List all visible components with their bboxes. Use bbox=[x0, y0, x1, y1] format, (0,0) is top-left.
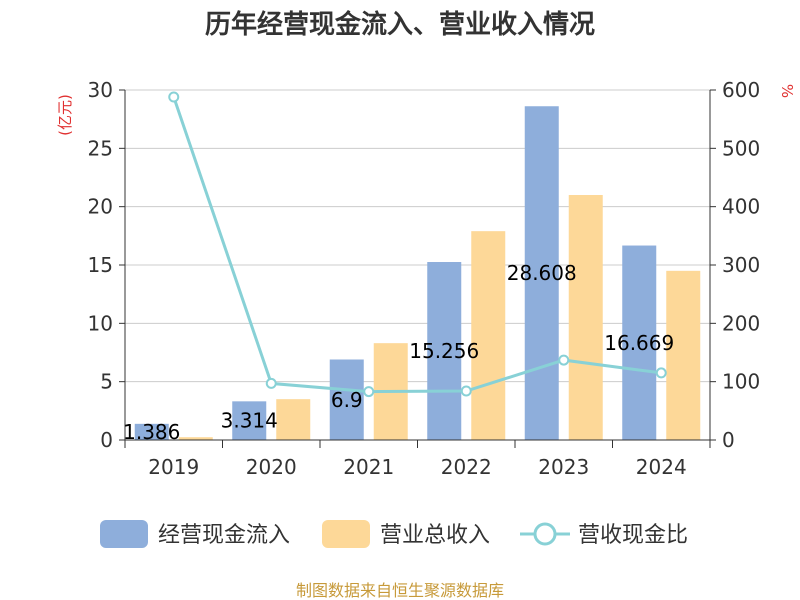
y-left-tick-label: 25 bbox=[88, 136, 113, 160]
y-left-tick-label: 15 bbox=[88, 253, 113, 277]
source-note: 制图数据来自恒生聚源数据库 bbox=[296, 581, 504, 600]
ratio-point bbox=[558, 354, 570, 366]
bar-revenue bbox=[471, 231, 506, 440]
bar-data-label: 6.9 bbox=[331, 388, 363, 412]
data-labels: 1.386 3.314 6.9 15.256 28.608 16.669 bbox=[123, 261, 674, 444]
bar-revenue bbox=[568, 195, 603, 440]
bar-cash-inflow bbox=[622, 245, 657, 440]
y-right-tick-label: 500 bbox=[722, 136, 760, 160]
bar-data-label: 1.386 bbox=[123, 420, 180, 444]
bar-cash-inflow bbox=[524, 106, 559, 441]
y-right-tick-label: 300 bbox=[722, 253, 760, 277]
ratio-point bbox=[363, 386, 375, 398]
bar-data-label: 3.314 bbox=[221, 409, 278, 433]
ratio-point bbox=[168, 91, 180, 103]
x-tick-label: 2024 bbox=[636, 455, 687, 479]
y-left-tick-label: 5 bbox=[100, 370, 113, 394]
y-right-tick-label: 200 bbox=[722, 311, 760, 335]
y-right-tick-label: 100 bbox=[722, 370, 760, 394]
ratio-point bbox=[655, 367, 667, 379]
y-left-tick-label: 10 bbox=[88, 311, 113, 335]
bar-cash-inflow bbox=[232, 401, 267, 440]
legend: 经营现金流入 营业总收入 营收现金比 bbox=[100, 520, 688, 548]
y-left-tick-label: 20 bbox=[88, 195, 113, 219]
x-tick-label: 2021 bbox=[343, 455, 394, 479]
x-tick-label: 2023 bbox=[538, 455, 589, 479]
x-tick-label: 2022 bbox=[441, 455, 492, 479]
y-axis-right-label: % bbox=[778, 84, 796, 98]
gridlines bbox=[125, 89, 710, 383]
y-axis-left-label: (亿元) bbox=[56, 94, 74, 136]
bar-cash-inflow bbox=[427, 262, 462, 440]
bar-revenue bbox=[276, 399, 311, 440]
y-left-tick-label: 0 bbox=[100, 428, 113, 452]
legend-swatch-marker bbox=[533, 522, 557, 546]
x-tick-label: 2019 bbox=[148, 455, 199, 479]
chart-title: 历年经营现金流入、营业收入情况 bbox=[205, 9, 595, 40]
bar-revenue bbox=[666, 270, 701, 440]
bar-cash-inflow bbox=[134, 423, 169, 440]
x-tick-label: 2020 bbox=[246, 455, 297, 479]
bars bbox=[134, 106, 701, 441]
legend-label: 营业总收入 bbox=[380, 523, 490, 548]
y-right-tick-label: 600 bbox=[722, 78, 760, 102]
y-right-tick-label: 0 bbox=[722, 428, 735, 452]
bar-data-label: 15.256 bbox=[409, 339, 479, 363]
legend-swatch bbox=[100, 520, 148, 548]
bar-cash-inflow bbox=[329, 359, 364, 440]
legend-swatch bbox=[322, 520, 370, 548]
bar-data-label: 16.669 bbox=[604, 331, 674, 355]
y-right-tick-label: 400 bbox=[722, 195, 760, 219]
bar-data-label: 28.608 bbox=[507, 261, 577, 285]
bar-revenue bbox=[178, 437, 213, 440]
legend-label: 营收现金比 bbox=[578, 523, 688, 548]
ratio-line bbox=[168, 91, 667, 398]
ratio-point bbox=[460, 385, 472, 397]
ratio-line-path bbox=[172, 96, 662, 394]
ratio-point bbox=[265, 377, 277, 389]
y-left-tick-label: 30 bbox=[88, 78, 113, 102]
legend-label: 经营现金流入 bbox=[158, 523, 290, 548]
